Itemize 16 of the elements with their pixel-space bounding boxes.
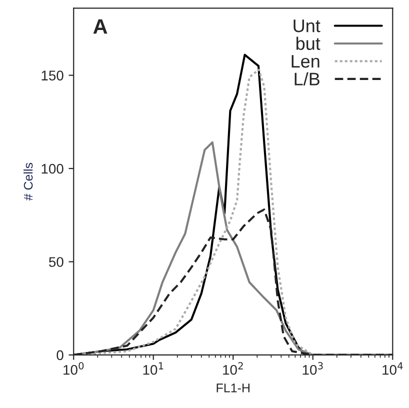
legend-label: L/B: [294, 72, 320, 86]
legend-label: but: [296, 36, 320, 50]
y-tick-label: 50: [49, 257, 64, 267]
y-tick-label: 0: [56, 350, 64, 360]
legend-label: Len: [292, 55, 320, 68]
x-axis-title: FL1-H: [216, 384, 250, 392]
y-axis-title: # Cells: [24, 162, 33, 201]
x-tick-label: 10$^{3}$: [302, 362, 323, 375]
legend-label: Unt: [294, 20, 320, 32]
x-tick-label: 10$^{4}$: [382, 362, 403, 375]
x-tick-label: 10$^{1}$: [143, 362, 164, 375]
y-tick-label: 100: [42, 164, 64, 174]
x-tick-label: 10$^{2}$: [223, 362, 243, 375]
annotation: A: [93, 19, 108, 34]
x-tick-label: 10$^{0}$: [64, 362, 84, 375]
y-tick-label: 150: [42, 70, 64, 80]
